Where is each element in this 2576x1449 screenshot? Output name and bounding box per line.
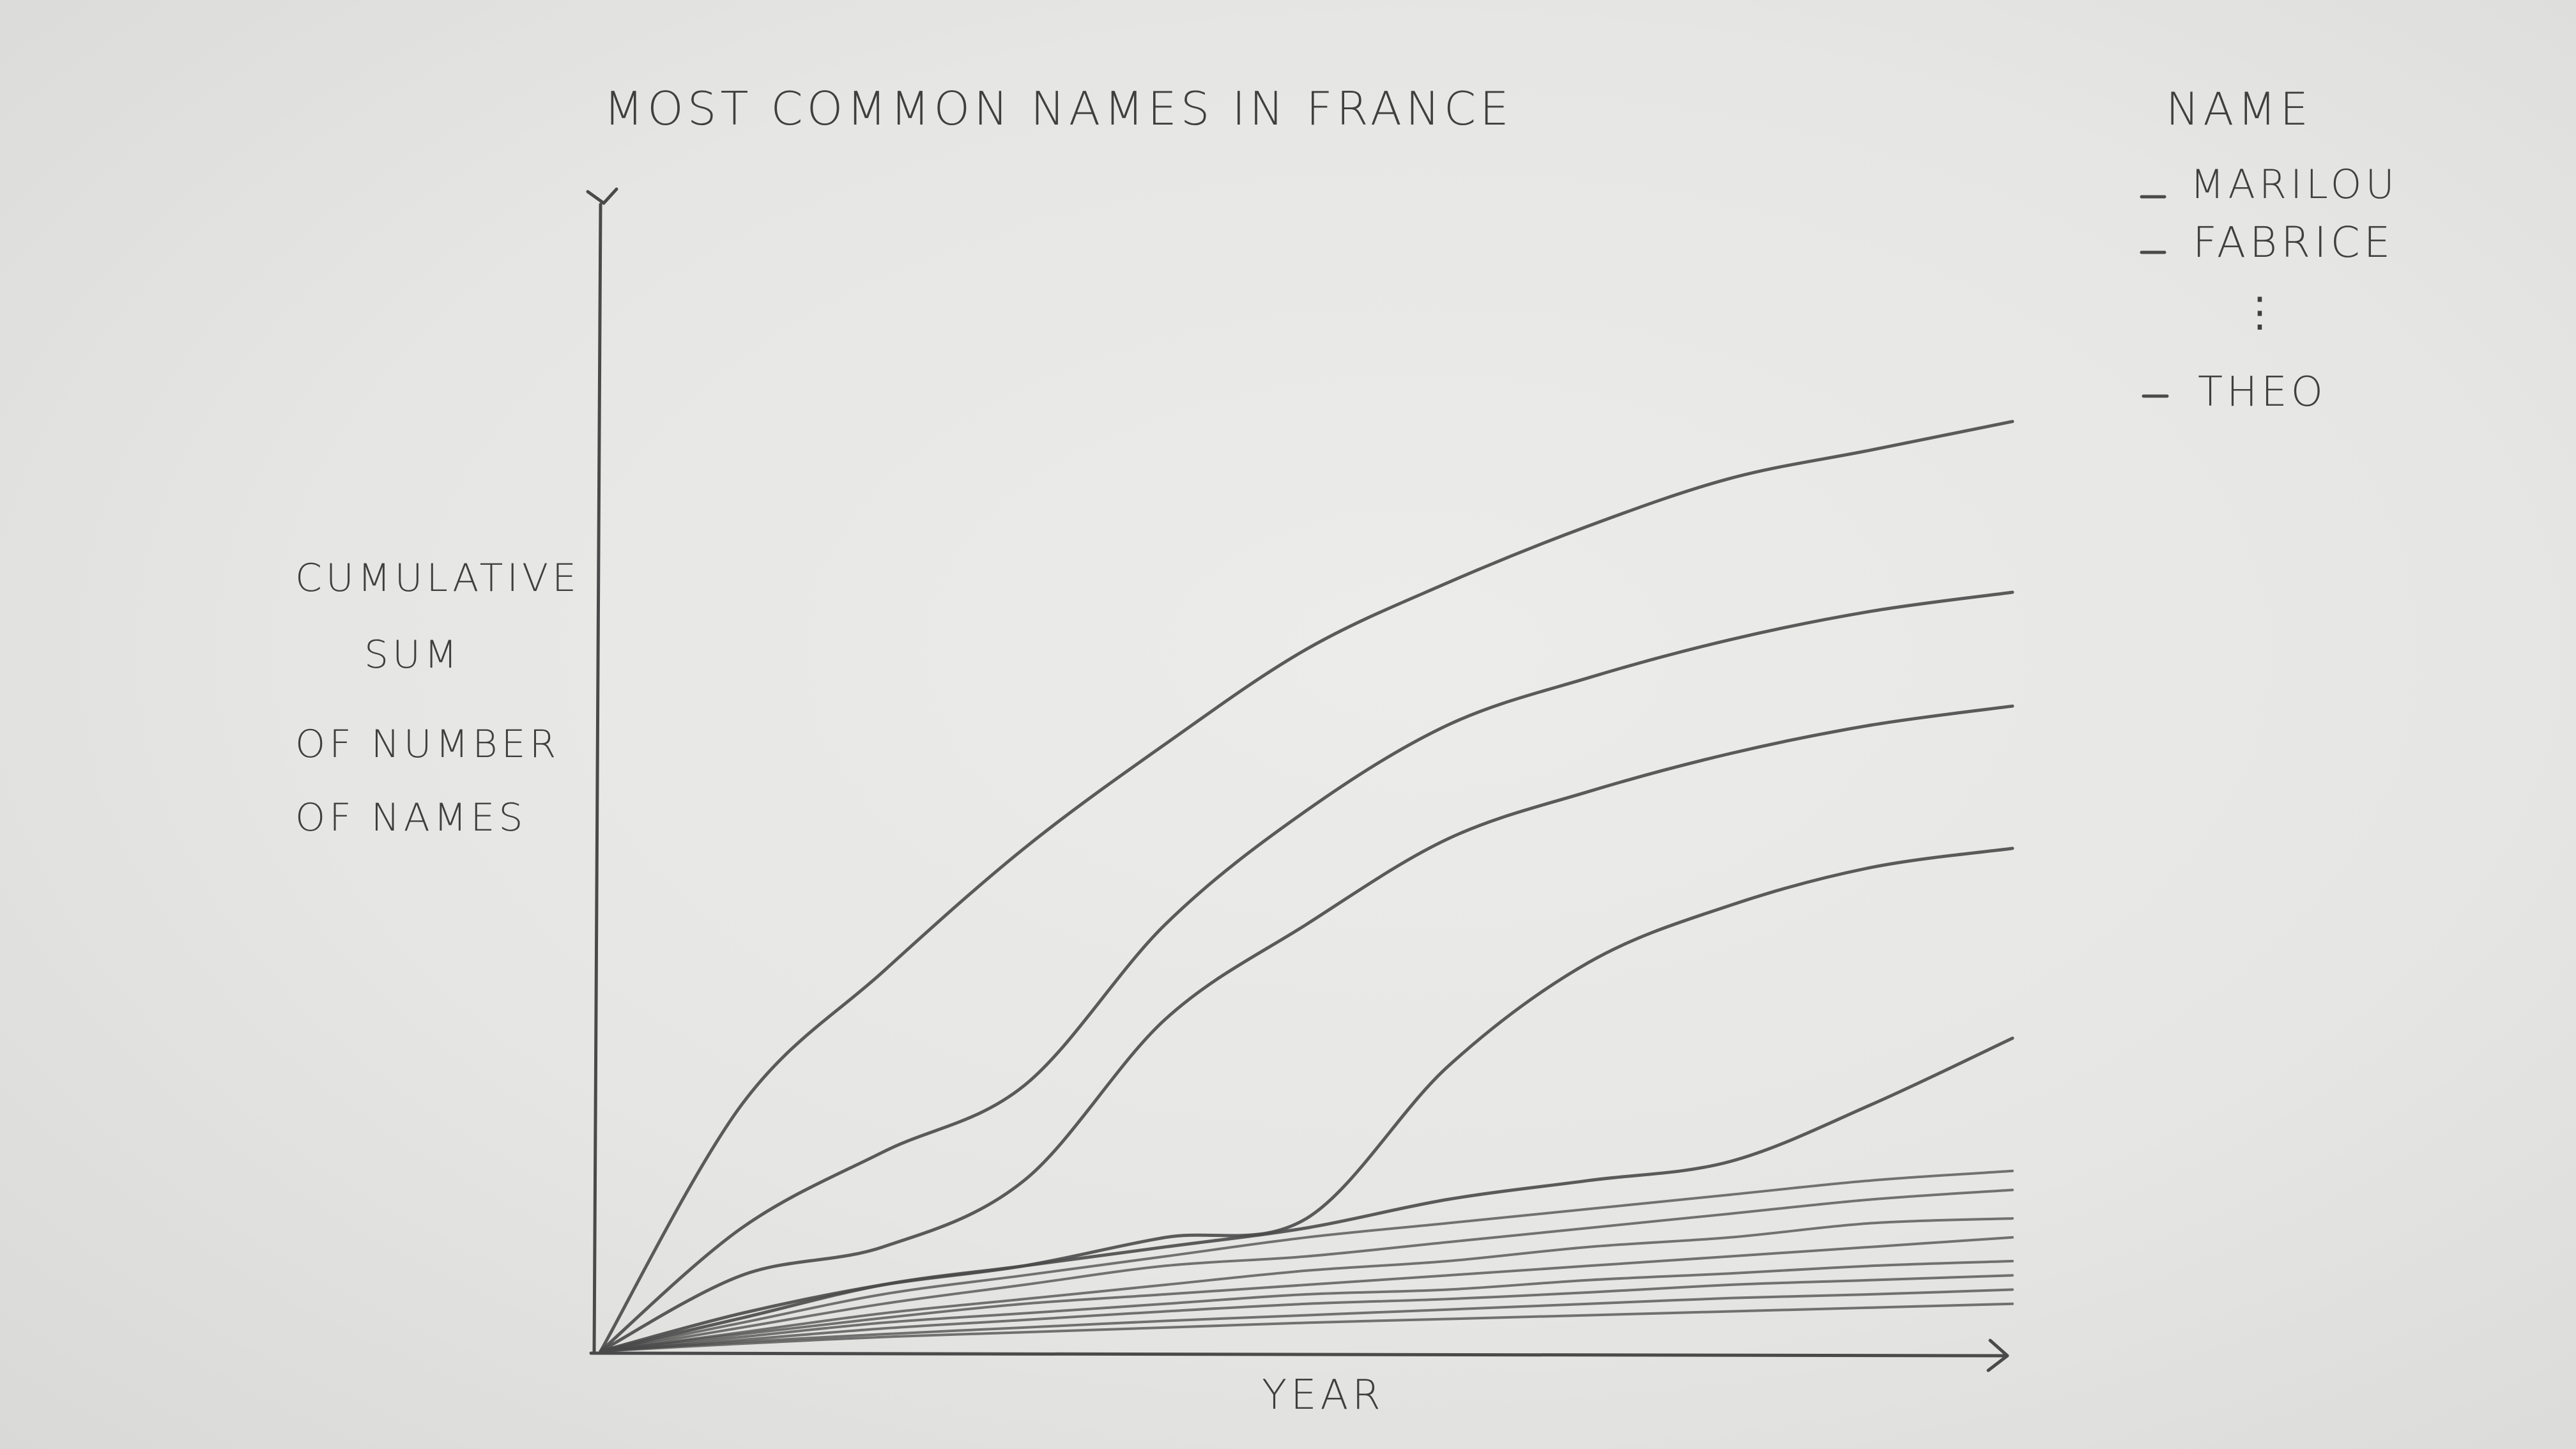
y-axis-label-line-2: SUM: [364, 632, 461, 677]
legend-title: NAME: [2166, 83, 2312, 135]
series-line-9: [599, 1236, 2014, 1353]
series-line-1: [599, 420, 2014, 1353]
y-axis-line: [592, 203, 602, 1353]
series-line-7: [599, 1188, 2014, 1353]
series-line-12: [599, 1288, 2014, 1353]
legend: NAME MARILOU FABRICE ⋮ THEO: [2140, 83, 2398, 416]
legend-entry-2: FABRICE: [2193, 218, 2394, 267]
y-axis-label-line-3: OF NUMBER: [295, 722, 560, 767]
series-line-10: [599, 1259, 2014, 1353]
series-line-8: [599, 1217, 2014, 1353]
series-line-11: [599, 1274, 2014, 1353]
series-line-6: [599, 1169, 2014, 1353]
y-axis-arrowhead: [586, 187, 618, 205]
series-line-5: [599, 1036, 2014, 1353]
series-line-13: [599, 1302, 2014, 1353]
legend-entry-1: MARILOU: [2190, 161, 2398, 208]
legend-entry-3: THEO: [2198, 369, 2327, 416]
x-axis-label: YEAR: [1262, 1372, 1384, 1419]
legend-ellipsis: ⋮: [2239, 289, 2284, 336]
y-axis-label-line-4: OF NAMES: [295, 795, 527, 840]
series-line-2: [599, 590, 2014, 1353]
x-axis-line: [589, 1351, 2008, 1358]
x-axis-arrowhead: [1986, 1338, 2009, 1372]
series-layer: [599, 420, 2014, 1353]
series-line-3: [599, 704, 2014, 1353]
chart-title: MOST COMMON NAMES IN FRANCE: [604, 82, 1513, 135]
y-axis-label-line-1: CUMULATIVE: [295, 556, 580, 601]
